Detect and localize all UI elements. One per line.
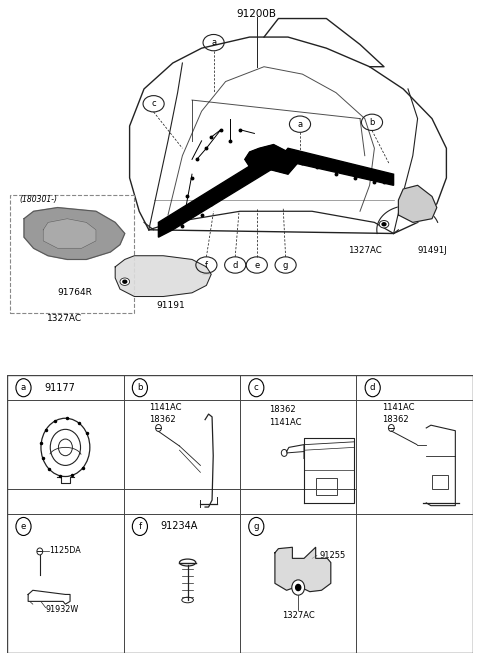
Text: d: d: [232, 260, 238, 270]
Text: 91177: 91177: [45, 382, 75, 393]
Polygon shape: [158, 148, 288, 237]
Text: f: f: [205, 260, 208, 270]
Text: 91255: 91255: [319, 551, 346, 560]
Text: 91200B: 91200B: [237, 9, 277, 19]
Text: b: b: [369, 118, 375, 127]
Circle shape: [37, 548, 43, 555]
Text: e: e: [21, 522, 26, 531]
Circle shape: [59, 439, 72, 456]
Text: c: c: [151, 99, 156, 108]
Text: 1141AC: 1141AC: [382, 403, 415, 412]
Circle shape: [123, 280, 127, 283]
Circle shape: [388, 424, 394, 432]
Polygon shape: [115, 256, 211, 297]
Polygon shape: [275, 547, 331, 592]
Text: 1141AC: 1141AC: [269, 418, 301, 427]
Circle shape: [120, 278, 130, 285]
Ellipse shape: [182, 597, 193, 603]
Text: a: a: [21, 383, 26, 392]
Polygon shape: [245, 144, 298, 174]
Circle shape: [382, 223, 386, 226]
Polygon shape: [43, 218, 96, 249]
Text: 91191: 91191: [156, 301, 185, 310]
Circle shape: [156, 424, 161, 432]
Text: a: a: [298, 119, 302, 129]
Ellipse shape: [180, 559, 196, 566]
Text: 1327AC: 1327AC: [348, 246, 382, 255]
Text: b: b: [137, 383, 143, 392]
Text: 18362: 18362: [382, 415, 408, 424]
Text: g: g: [283, 260, 288, 270]
Text: 1327AC: 1327AC: [282, 611, 314, 620]
Circle shape: [50, 429, 81, 465]
Polygon shape: [28, 590, 70, 604]
Circle shape: [41, 419, 90, 476]
Text: 1327AC: 1327AC: [47, 314, 83, 323]
Bar: [316, 478, 336, 495]
Text: g: g: [253, 522, 259, 531]
Text: c: c: [254, 383, 259, 392]
Text: 91234A: 91234A: [161, 522, 198, 531]
Text: 91932W: 91932W: [46, 605, 79, 614]
Circle shape: [281, 449, 287, 457]
Text: d: d: [370, 383, 375, 392]
Text: (180301-): (180301-): [19, 195, 57, 203]
FancyBboxPatch shape: [10, 195, 134, 313]
Polygon shape: [24, 207, 125, 259]
Text: a: a: [211, 38, 216, 47]
Polygon shape: [278, 148, 394, 185]
Text: f: f: [138, 522, 142, 531]
Circle shape: [379, 220, 389, 228]
Text: 1125DA: 1125DA: [49, 546, 81, 554]
Text: e: e: [254, 260, 259, 270]
Circle shape: [296, 584, 301, 590]
Polygon shape: [398, 185, 437, 222]
Text: 18362: 18362: [149, 415, 176, 424]
Text: 91491J: 91491J: [417, 246, 447, 255]
Text: 18362: 18362: [269, 405, 296, 415]
Circle shape: [292, 580, 305, 595]
Text: 91764R: 91764R: [57, 288, 92, 297]
Bar: [432, 475, 448, 489]
Text: 1141AC: 1141AC: [149, 403, 182, 412]
